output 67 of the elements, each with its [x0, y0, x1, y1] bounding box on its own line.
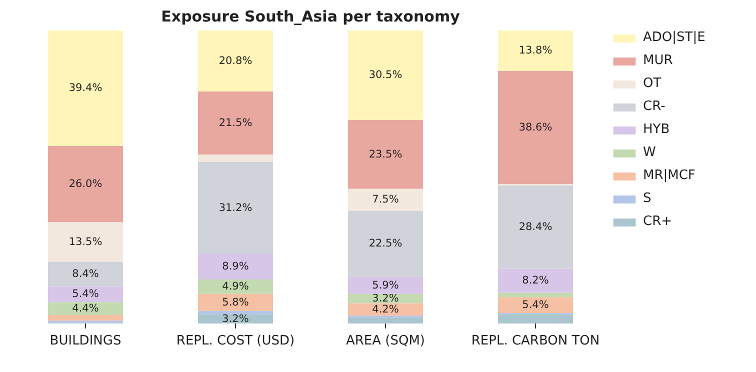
- data-label: 8.9%: [222, 260, 249, 273]
- legend-label: MUR: [643, 53, 673, 68]
- bar: [48, 286, 123, 302]
- legend-label: CR+: [643, 214, 672, 229]
- bar: [498, 268, 573, 293]
- data-label: 3.2%: [222, 312, 249, 325]
- data-label: 39.4%: [68, 82, 102, 94]
- data-label: 5.4%: [72, 288, 99, 300]
- bar: [198, 91, 273, 154]
- bar: [348, 120, 423, 189]
- legend-label: S: [643, 191, 652, 206]
- data-label: 8.2%: [522, 274, 549, 287]
- bar: [198, 154, 273, 162]
- bar: [48, 146, 123, 222]
- legend-label: ADO|ST|E: [643, 30, 706, 45]
- bar: [348, 210, 423, 277]
- bar: [198, 310, 273, 314]
- bar: [198, 294, 273, 311]
- data-label: 20.8%: [218, 54, 252, 67]
- legend-label: MR|MCF: [643, 168, 696, 183]
- bar: [198, 253, 273, 280]
- bar: [348, 317, 423, 324]
- legend-label: OT: [643, 76, 662, 91]
- data-label: 7.5%: [372, 194, 399, 206]
- data-label: 3.2%: [372, 292, 399, 305]
- bar: [198, 30, 273, 92]
- data-label: 13.8%: [518, 44, 552, 57]
- data-label: 28.4%: [518, 221, 552, 234]
- bar: [198, 280, 273, 294]
- data-label: 26.0%: [68, 178, 102, 190]
- bar: [198, 162, 273, 254]
- data-label: 8.4%: [72, 268, 99, 280]
- data-label: 31.2%: [218, 202, 252, 214]
- data-label: 4.9%: [222, 280, 249, 293]
- bar: [498, 70, 573, 184]
- data-label: 5.9%: [372, 279, 399, 292]
- bar: [498, 292, 573, 298]
- legend-label: CR-: [643, 99, 666, 114]
- data-label: 4.2%: [372, 303, 399, 316]
- data-label: 30.5%: [368, 69, 402, 82]
- data-label: 13.5%: [68, 236, 102, 248]
- x-tick-label: AREA (SQM): [346, 334, 426, 348]
- data-label: 4.4%: [72, 302, 99, 315]
- bar: [498, 30, 573, 71]
- bar: [498, 314, 573, 324]
- bar: [498, 185, 573, 269]
- legend-label: W: [643, 145, 657, 160]
- data-label: 5.4%: [522, 299, 549, 312]
- data-label: 38.6%: [518, 121, 552, 134]
- legend-label: HYB: [643, 122, 670, 137]
- bar: [498, 297, 573, 313]
- data-label: 21.5%: [218, 116, 252, 129]
- data-label: 22.5%: [368, 238, 402, 250]
- bar: [48, 30, 123, 146]
- data-label: 5.8%: [222, 296, 249, 308]
- bar: [48, 302, 123, 316]
- bar: [48, 262, 123, 286]
- bar: [348, 276, 423, 294]
- bar: [48, 222, 123, 262]
- data-label: 23.5%: [368, 148, 402, 160]
- x-tick-label: REPL. COST (USD): [176, 334, 295, 348]
- bar: [348, 188, 423, 211]
- bar: [48, 315, 123, 321]
- x-tick-label: REPL. CARBON TON: [471, 334, 600, 348]
- chart-title: Exposure South_Asia per taxonomy: [161, 8, 460, 26]
- bar: [348, 30, 423, 120]
- x-tick-label: BUILDINGS: [50, 334, 122, 348]
